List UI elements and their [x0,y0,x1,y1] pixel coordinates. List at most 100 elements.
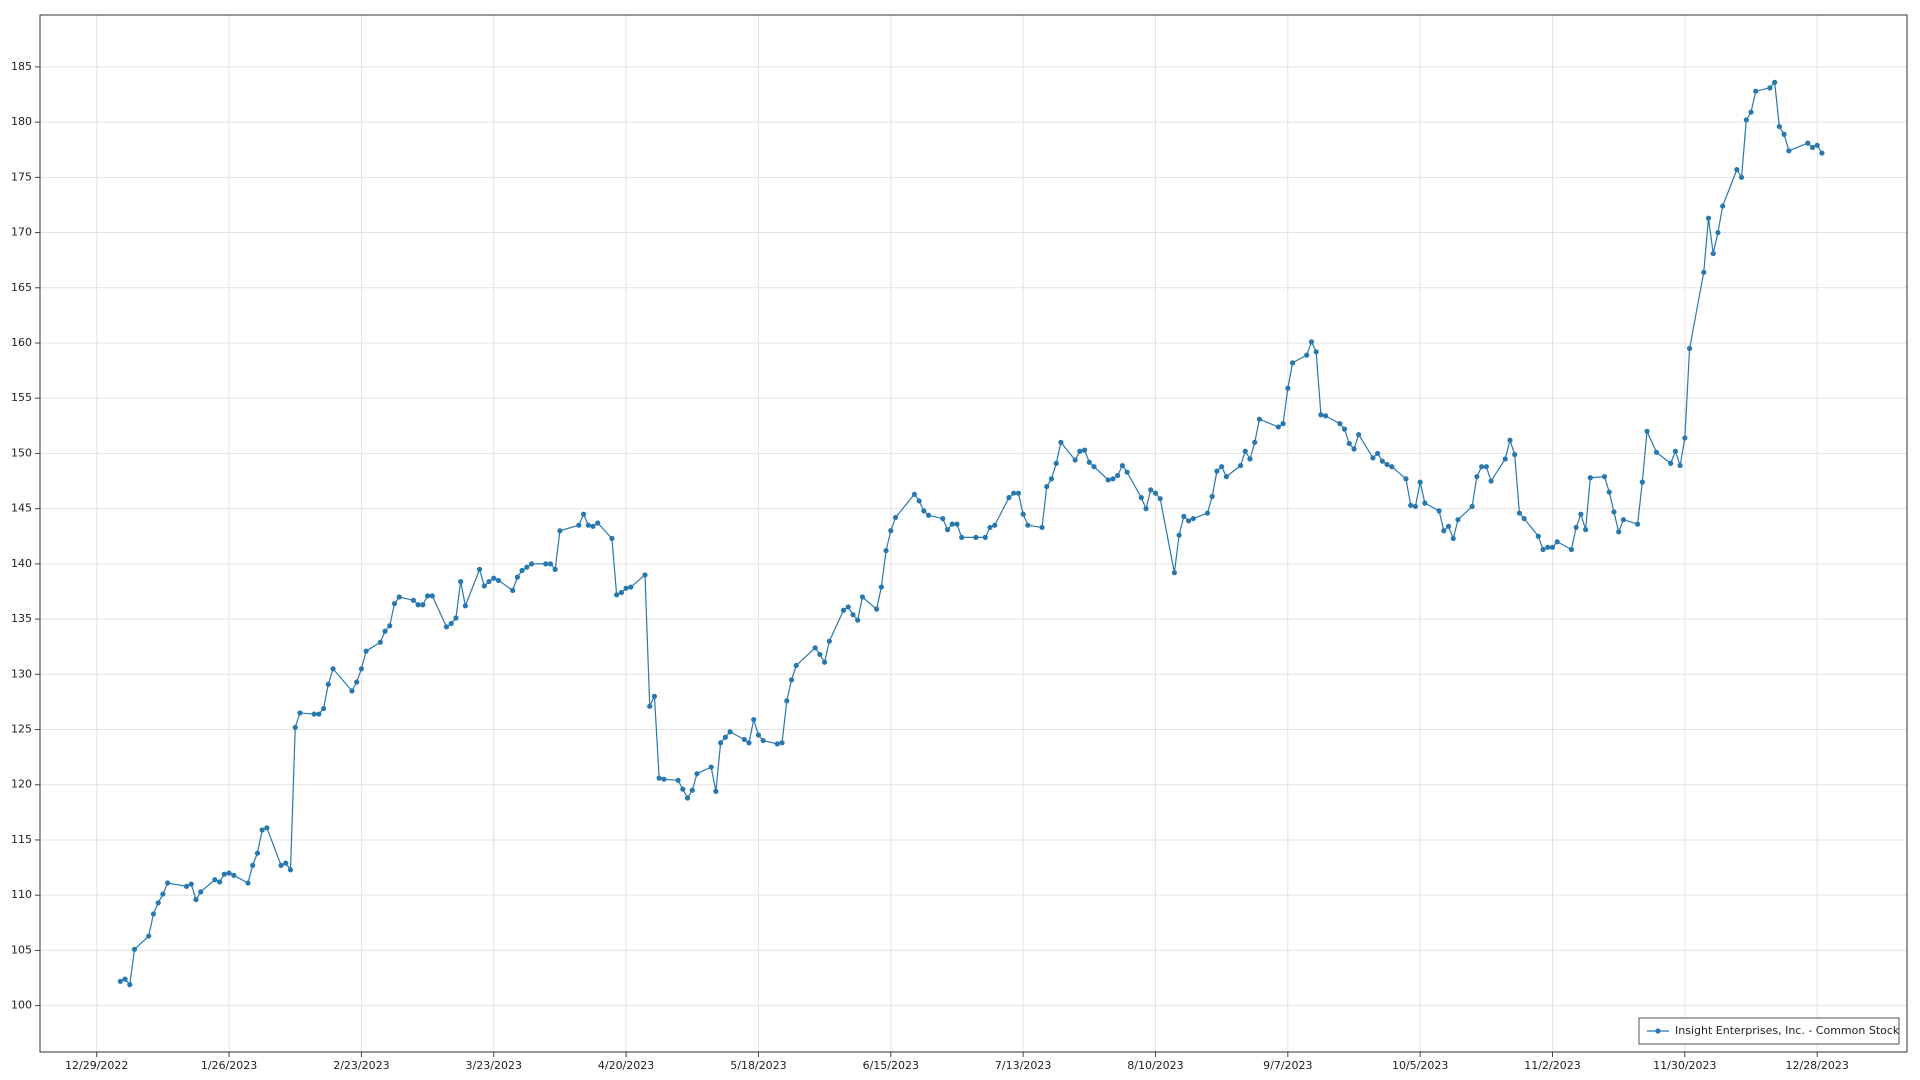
data-point [760,737,766,744]
data-point [453,615,459,621]
data-point [354,679,360,685]
data-point [618,589,624,596]
data-point [514,574,520,580]
data-point [580,511,587,517]
data-point [911,491,918,497]
x-tick-label: 5/18/2023 [730,1059,786,1072]
data-point [1734,167,1740,173]
data-point [150,911,157,917]
data-point [614,592,620,598]
data-point [349,688,355,694]
data-point [519,567,525,574]
legend: Insight Enterprises, Inc. - Common Stock [1638,1017,1900,1045]
data-point [1124,469,1130,475]
data-point [552,566,558,572]
x-tick-label: 11/30/2023 [1653,1059,1716,1072]
x-tick-label: 11/2/2023 [1524,1059,1580,1072]
data-point [320,705,327,712]
data-point [1379,458,1385,464]
x-tick-label: 1/26/2023 [201,1059,257,1072]
data-point [1445,523,1452,529]
data-point [859,594,866,600]
data-point [1639,479,1645,485]
data-point [1346,440,1352,447]
y-tick-label: 105 [11,943,32,956]
data-point [491,575,497,581]
data-point [1237,462,1244,469]
data-point [1247,456,1253,462]
data-point [982,534,988,540]
data-point [1479,464,1485,470]
x-tick-label: 4/20/2023 [598,1059,654,1072]
data-point [486,578,492,585]
data-point [424,593,431,599]
data-point [1767,85,1773,91]
data-point [1214,468,1220,474]
data-point [755,732,762,738]
data-point [1412,503,1419,510]
y-tick-label: 180 [11,115,32,128]
data-point [1748,109,1754,115]
data-point [1280,421,1286,427]
data-point [1223,474,1229,480]
data-point [888,528,894,534]
data-point [1809,144,1816,151]
data-point [212,877,218,883]
data-point [448,620,454,627]
data-point [949,521,955,527]
data-point [543,561,549,567]
data-point [1289,360,1296,366]
y-tick-label: 100 [11,999,32,1012]
data-point [1403,476,1409,482]
data-point [1805,140,1811,146]
data-point [1474,474,1480,480]
x-tick-label: 2/23/2023 [333,1059,389,1072]
data-point [788,677,795,683]
data-point [1710,250,1716,257]
data-point [609,535,615,542]
y-tick-label: 135 [11,612,32,625]
data-point [217,879,223,885]
data-point [1091,464,1097,470]
data-point [954,521,960,527]
y-tick-label: 160 [11,336,32,349]
data-point [429,593,435,599]
data-point [193,896,199,903]
data-point [774,741,780,747]
data-point [278,862,284,868]
data-point [1686,345,1693,352]
data-point [1081,447,1088,453]
data-point [188,881,194,887]
data-point [387,623,393,629]
data-point [1814,142,1820,148]
data-point [1616,529,1622,535]
data-point [1578,511,1584,517]
data-point [443,624,450,630]
data-point [1455,517,1461,523]
data-point [1720,203,1726,209]
data-point [1512,451,1518,458]
data-point [1025,522,1031,528]
data-point [524,564,530,570]
data-point [1176,532,1182,538]
data-point [1384,461,1390,468]
data-point [722,734,728,740]
y-tick-label: 155 [11,391,32,404]
data-point [878,584,884,590]
y-tick-label: 150 [11,446,32,459]
data-point [377,639,383,645]
data-point [1304,352,1310,358]
data-point [396,594,402,600]
data-point [1181,513,1187,519]
data-point [1020,511,1026,517]
data-point [642,572,648,578]
data-point [1185,518,1192,524]
data-point [1044,483,1050,490]
data-point [1781,131,1787,137]
data-point [1015,490,1022,496]
data-point [1011,490,1017,496]
data-point [1535,533,1541,539]
data-point [481,583,487,589]
data-point [1077,448,1083,454]
